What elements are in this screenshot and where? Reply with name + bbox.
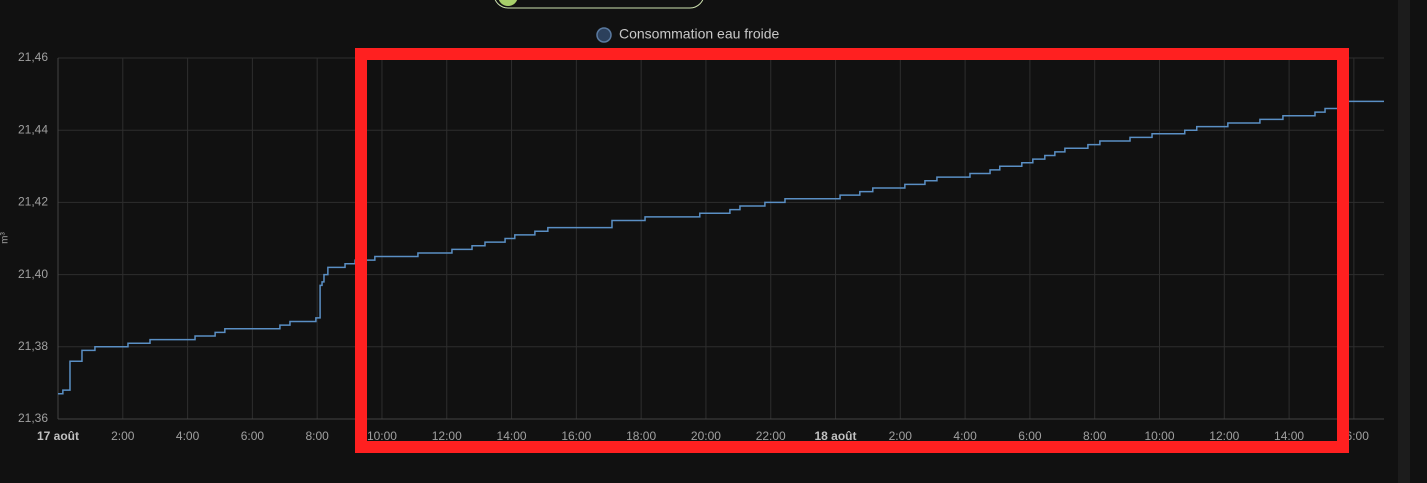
highlight-box bbox=[355, 48, 1349, 453]
x-tick-label: 17 août bbox=[37, 429, 79, 443]
x-tick-label: 2:00 bbox=[111, 429, 135, 443]
x-tick-label: 12:00 bbox=[1209, 429, 1239, 443]
x-tick-label: 22:00 bbox=[756, 429, 786, 443]
y-tick-label: 21,36 bbox=[18, 411, 48, 425]
y-tick-label: 21,46 bbox=[18, 50, 48, 64]
x-tick-label: 14:00 bbox=[497, 429, 527, 443]
x-tick-label: 10:00 bbox=[1144, 429, 1174, 443]
x-tick-label: 12:00 bbox=[432, 429, 462, 443]
x-tick-label: 8:00 bbox=[1083, 429, 1107, 443]
x-tick-label: 18:00 bbox=[626, 429, 656, 443]
legend-marker[interactable] bbox=[596, 27, 612, 43]
x-tick-label: 16:00 bbox=[561, 429, 591, 443]
x-tick-label: 4:00 bbox=[953, 429, 977, 443]
x-tick-label: 18 août bbox=[815, 429, 857, 443]
x-tick-label: 4:00 bbox=[176, 429, 200, 443]
y-tick-label: 21,42 bbox=[18, 195, 48, 209]
x-tick-label: 10:00 bbox=[367, 429, 397, 443]
x-tick-label: 8:00 bbox=[305, 429, 329, 443]
scrollbar bbox=[1398, 0, 1410, 483]
y-tick-label: 21,38 bbox=[18, 339, 48, 353]
x-tick-label: 6:00 bbox=[1018, 429, 1042, 443]
x-tick-label: 2:00 bbox=[889, 429, 913, 443]
y-axis-label: m³ bbox=[0, 232, 11, 244]
y-tick-label: 21,44 bbox=[18, 122, 48, 136]
data-line bbox=[58, 100, 1384, 395]
x-tick-label: 14:00 bbox=[1274, 429, 1304, 443]
x-tick-label: 6:00 bbox=[241, 429, 265, 443]
legend-label[interactable]: Consommation eau froide bbox=[619, 26, 780, 42]
x-tick-label: 20:00 bbox=[691, 429, 721, 443]
toggle-knob[interactable] bbox=[498, 0, 518, 6]
toggle-button[interactable] bbox=[494, 0, 704, 9]
y-tick-label: 21,40 bbox=[18, 267, 48, 281]
legend[interactable]: Consommation eau froide bbox=[596, 26, 780, 43]
